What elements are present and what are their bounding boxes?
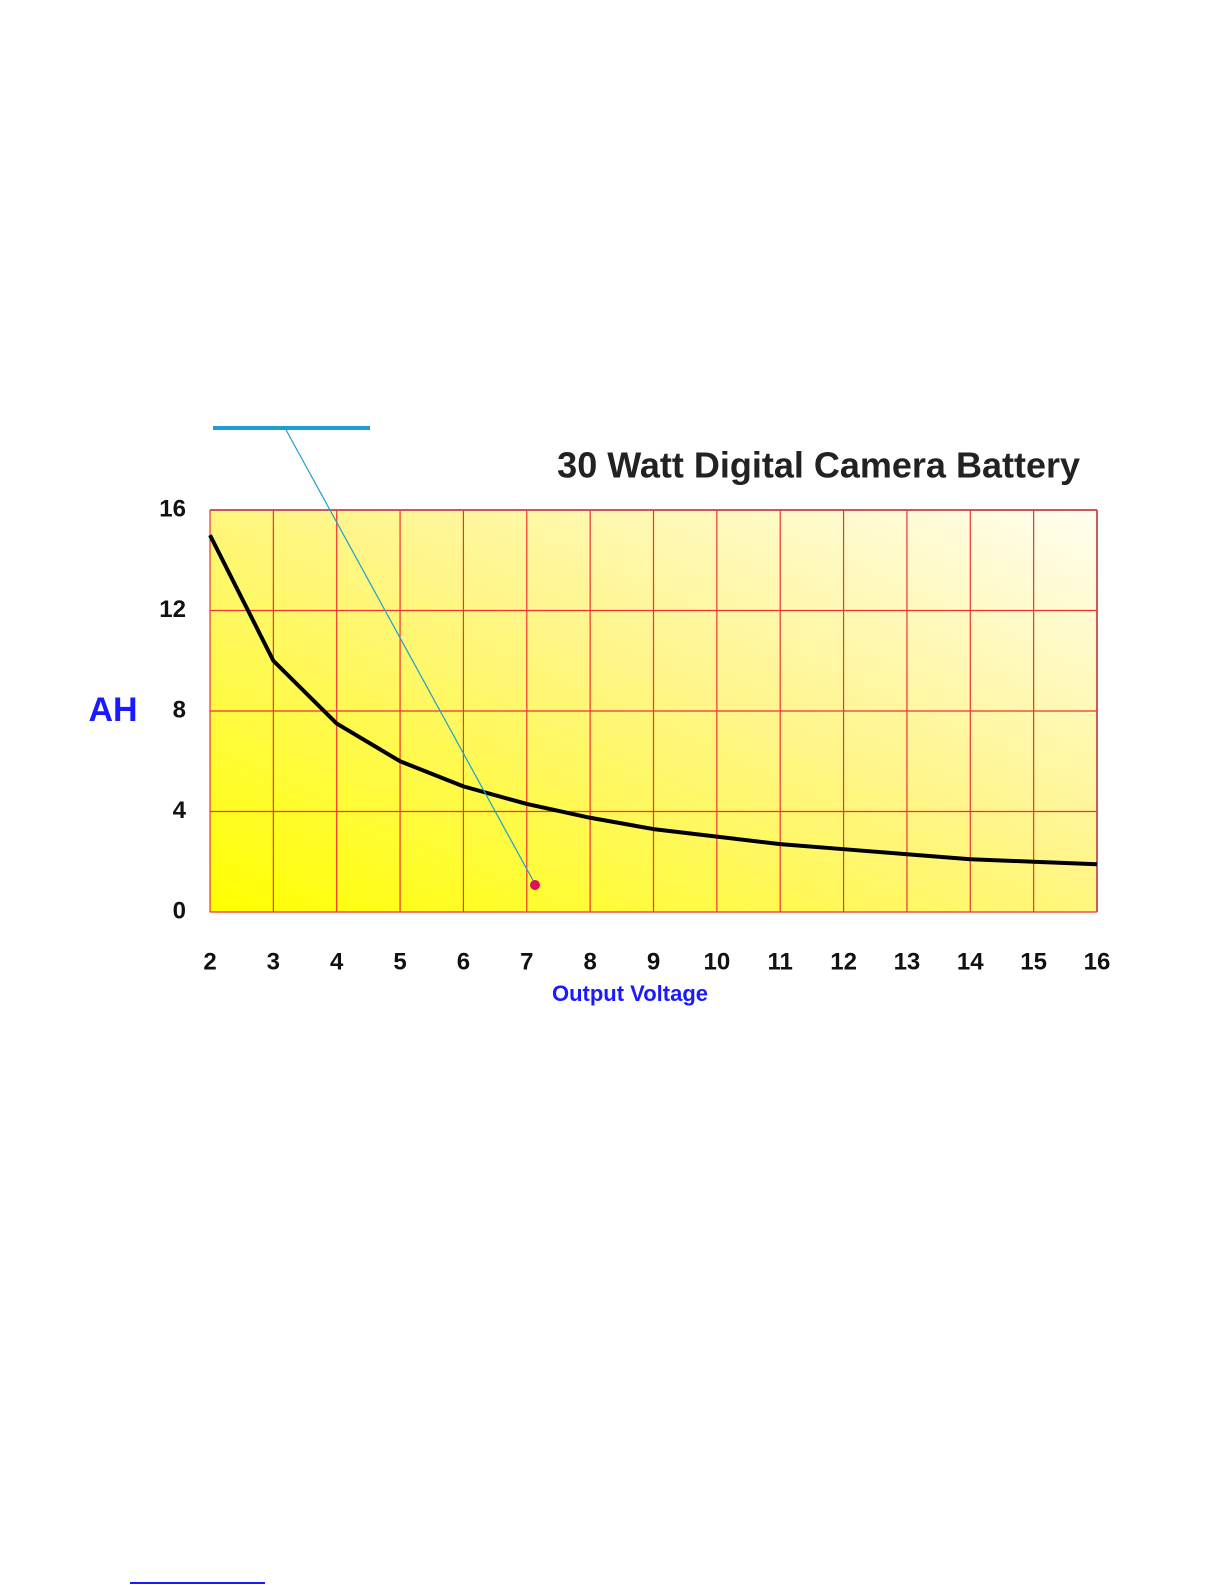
y-tick-label: 16 — [159, 495, 186, 522]
x-tick-label: 15 — [1020, 948, 1047, 975]
annotation-leader — [284, 427, 536, 885]
x-axis-label: Output Voltage — [552, 981, 708, 1006]
x-tick-label: 6 — [457, 948, 470, 975]
x-tick-label: 9 — [647, 948, 660, 975]
x-tick-label: 7 — [520, 948, 533, 975]
x-tick-label: 14 — [957, 948, 984, 975]
data-line — [208, 534, 1098, 867]
x-tick-label: 12 — [830, 948, 857, 975]
x-tick-label: 8 — [583, 948, 596, 975]
chart-title: 30 Watt Digital Camera Battery — [557, 445, 1080, 486]
y-tick-label: 4 — [173, 797, 187, 824]
annotation-dot — [530, 880, 540, 890]
x-tick-label: 13 — [894, 948, 921, 975]
y-axis-label: AH — [88, 691, 137, 729]
x-tick-label: 3 — [267, 948, 280, 975]
x-tick-label: 4 — [330, 948, 344, 975]
chart: 2 3 4 5 6 7 8 9 10 11 12 13 14 15 16 0 4 8 12 16 — [159, 495, 1110, 975]
x-tick-label: 5 — [393, 948, 406, 975]
y-tick-label: 12 — [159, 596, 186, 623]
x-tick-label: 16 — [1084, 948, 1111, 975]
y-tick-label: 8 — [173, 696, 186, 723]
y-tick-label: 0 — [173, 897, 186, 924]
x-tick-label: 2 — [203, 948, 216, 975]
x-tick-label: 11 — [768, 948, 793, 975]
x-tick-label: 10 — [704, 948, 731, 975]
